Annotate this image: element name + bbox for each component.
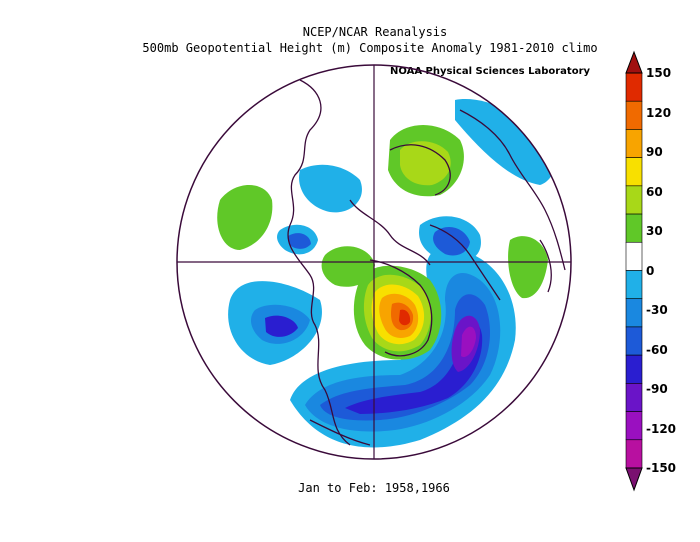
- colorbar-cell: [625, 241, 643, 271]
- colorbar-tick-label: 90: [646, 145, 663, 159]
- colorbar-cell: [625, 270, 643, 300]
- colorbar-tick-label: 60: [646, 184, 663, 199]
- colorbar-top-arrow: [625, 50, 643, 74]
- colorbar-cell: [625, 72, 643, 102]
- colorbar-cell: [625, 354, 643, 384]
- title-line-2: 500mb Geopotential Height (m) Composite …: [142, 41, 598, 55]
- colorbar-cell: [625, 411, 643, 441]
- anomaly-positive-pacific-west: [217, 185, 273, 250]
- colorbar-tick-label: 0: [646, 263, 655, 278]
- colorbar-cell: [625, 439, 643, 469]
- credit-label: NOAA Physical Sciences Laboratory: [390, 66, 591, 77]
- colorbar-cell: [625, 157, 643, 187]
- colorbar-tick-label: 30: [646, 224, 663, 238]
- caption-dates: Jan to Feb: 1958,1966: [298, 481, 450, 495]
- coastlines: [287, 79, 566, 446]
- colorbar-tick-label: -90: [646, 382, 668, 396]
- colorbar-cell: [625, 298, 643, 328]
- colorbar-cell: [625, 326, 643, 356]
- map-boundary: [176, 64, 572, 460]
- colorbar-bottom-arrow: [625, 467, 643, 492]
- title-line-1: NCEP/NCAR Reanalysis: [302, 25, 448, 39]
- anomaly-field: [217, 99, 556, 448]
- colorbar-cell: [625, 100, 643, 130]
- colorbar-tick-label: -30: [646, 303, 668, 317]
- colorbar-cell: [625, 185, 643, 215]
- colorbar-tick-label: -150: [646, 461, 677, 475]
- colorbar-tick-label: -120: [646, 421, 677, 436]
- colorbar-cell: [625, 213, 643, 243]
- anomaly-positive-arctic: [321, 246, 375, 287]
- colorbar-tick-label: 120: [646, 105, 672, 120]
- colorbar-tick-label: 150: [646, 66, 672, 80]
- colorbar-cell: [625, 129, 643, 158]
- colorbar-cell: [625, 383, 643, 412]
- colorbar-tick-label: -60: [646, 342, 668, 357]
